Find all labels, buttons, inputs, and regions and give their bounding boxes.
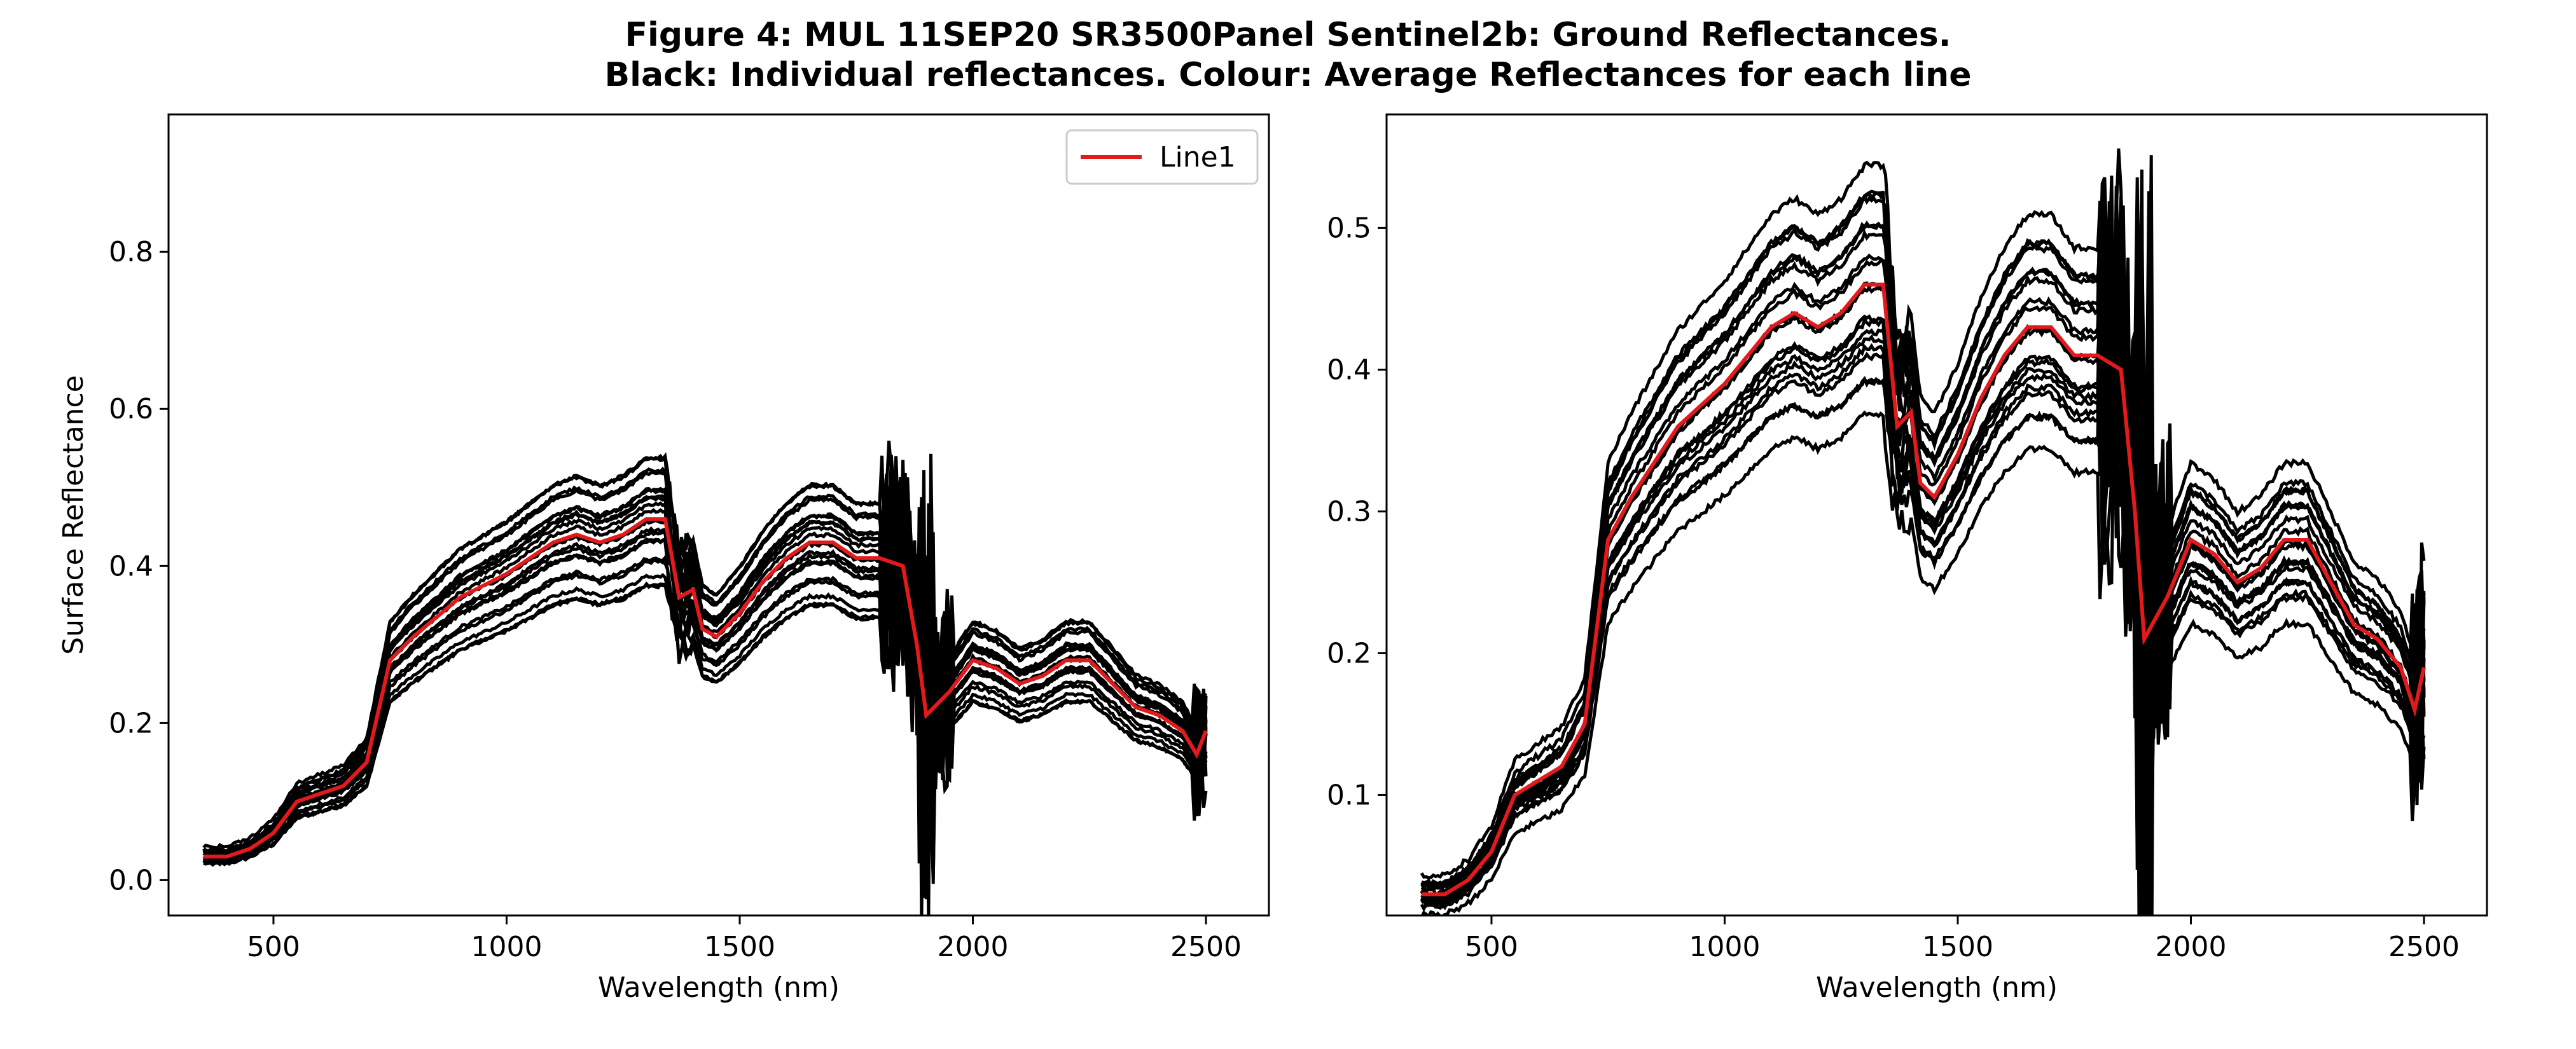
left-x-tick-label: 500 bbox=[247, 931, 300, 963]
right-individual-spectrum-line bbox=[1420, 347, 2426, 915]
figure-title-line1: Figure 4: MUL 11SEP20 SR3500Panel Sentin… bbox=[625, 16, 1951, 54]
left-x-tick-label: 1500 bbox=[704, 931, 775, 963]
right-x-tick-label: 1500 bbox=[1922, 931, 1993, 963]
right-individual-spectrum-line bbox=[1420, 191, 2426, 915]
right-individual-spectrum-line bbox=[1420, 148, 2426, 880]
left-legend-box bbox=[1065, 129, 1259, 185]
right-individual-spectrum-line bbox=[1420, 237, 2426, 915]
left-y-tick-label: 0.4 bbox=[109, 550, 153, 582]
left-axes-frame bbox=[167, 113, 1270, 917]
right-x-axis-label: Wavelength (nm) bbox=[1816, 971, 2058, 1004]
right-individual-spectrum-line bbox=[1420, 269, 2426, 915]
left-plot-area bbox=[202, 441, 1208, 915]
left-y-tick-label: 0.0 bbox=[109, 864, 153, 896]
right-individual-spectrum-line bbox=[1420, 310, 2426, 915]
left-x-tick-label: 2000 bbox=[938, 931, 1009, 963]
right-y-tick-label: 0.1 bbox=[1327, 779, 1371, 811]
left-x-axis-label: Wavelength (nm) bbox=[598, 971, 840, 1004]
right-x-tick-label: 500 bbox=[1465, 931, 1518, 963]
left-individual-spectrum-line bbox=[202, 506, 1208, 866]
right-individual-spectrum-line bbox=[1421, 200, 2426, 888]
right-individual-spectrum-line bbox=[1420, 169, 2426, 915]
left-individual-spectrum-line bbox=[203, 486, 1208, 880]
left-individual-spectrum-line bbox=[202, 509, 1208, 860]
right-individual-spectrum-line bbox=[1421, 155, 2426, 902]
left-individual-spectrum-line bbox=[204, 503, 1208, 915]
left-x-tick-label: 2500 bbox=[1170, 931, 1242, 963]
right-individual-spectrum-line bbox=[1421, 212, 2426, 908]
right-individual-spectrum-line bbox=[1421, 260, 2426, 911]
left-individual-spectrum-line bbox=[202, 507, 1208, 883]
right-individual-spectrum-line bbox=[1420, 177, 2426, 915]
left-y-tick-label: 0.6 bbox=[109, 393, 153, 425]
left-chart-panel: 500 1000 1500 2000 2500 0.0 0.2 0.4 0.6 0.8 Wavele… bbox=[57, 113, 1270, 1004]
right-chart-panel: 500 1000 1500 2000 2500 0.1 0.2 0.3 0.4 0.5 Wavele… bbox=[1327, 113, 2488, 1004]
right-y-tick-label: 0.4 bbox=[1327, 353, 1371, 386]
left-average-line bbox=[204, 517, 1208, 859]
right-individual-spectrum-line bbox=[1420, 282, 2426, 891]
right-y-tick-label: 0.2 bbox=[1327, 637, 1371, 669]
left-x-tick-label: 1000 bbox=[471, 931, 542, 963]
right-individual-spectrum-line bbox=[1420, 390, 2426, 915]
left-individual-spectrum-line bbox=[203, 511, 1208, 856]
left-legend: Line1 bbox=[1065, 129, 1259, 185]
left-individual-spectrum-line bbox=[202, 483, 1208, 905]
left-legend-label: Line1 bbox=[1160, 141, 1236, 174]
right-axes-frame bbox=[1385, 113, 2488, 917]
left-individual-spectrum-line bbox=[203, 507, 1208, 863]
right-plot-area bbox=[1420, 148, 2426, 915]
left-individual-spectrum-line bbox=[203, 452, 1208, 856]
right-y-tick-label: 0.3 bbox=[1327, 495, 1371, 528]
right-individual-spectrum-line bbox=[1420, 306, 2426, 891]
right-average-line bbox=[1422, 282, 2426, 896]
left-y-tick-label: 0.8 bbox=[109, 236, 153, 268]
right-x-tick-label: 2000 bbox=[2156, 931, 2227, 963]
right-individual-spectrum-line bbox=[1420, 245, 2426, 915]
right-x-tick-label: 2500 bbox=[2388, 931, 2460, 963]
right-individual-spectrum-line bbox=[1421, 315, 2426, 915]
left-y-axis-label: Surface Reflectance bbox=[57, 375, 90, 655]
right-y-tick-label: 0.5 bbox=[1327, 212, 1371, 244]
left-individual-spectrum-line bbox=[202, 554, 1208, 901]
left-y-tick-label: 0.2 bbox=[109, 707, 153, 739]
figure-title-line2: Black: Individual reflectances. Colour: … bbox=[605, 56, 1972, 94]
right-x-tick-label: 1000 bbox=[1689, 931, 1760, 963]
